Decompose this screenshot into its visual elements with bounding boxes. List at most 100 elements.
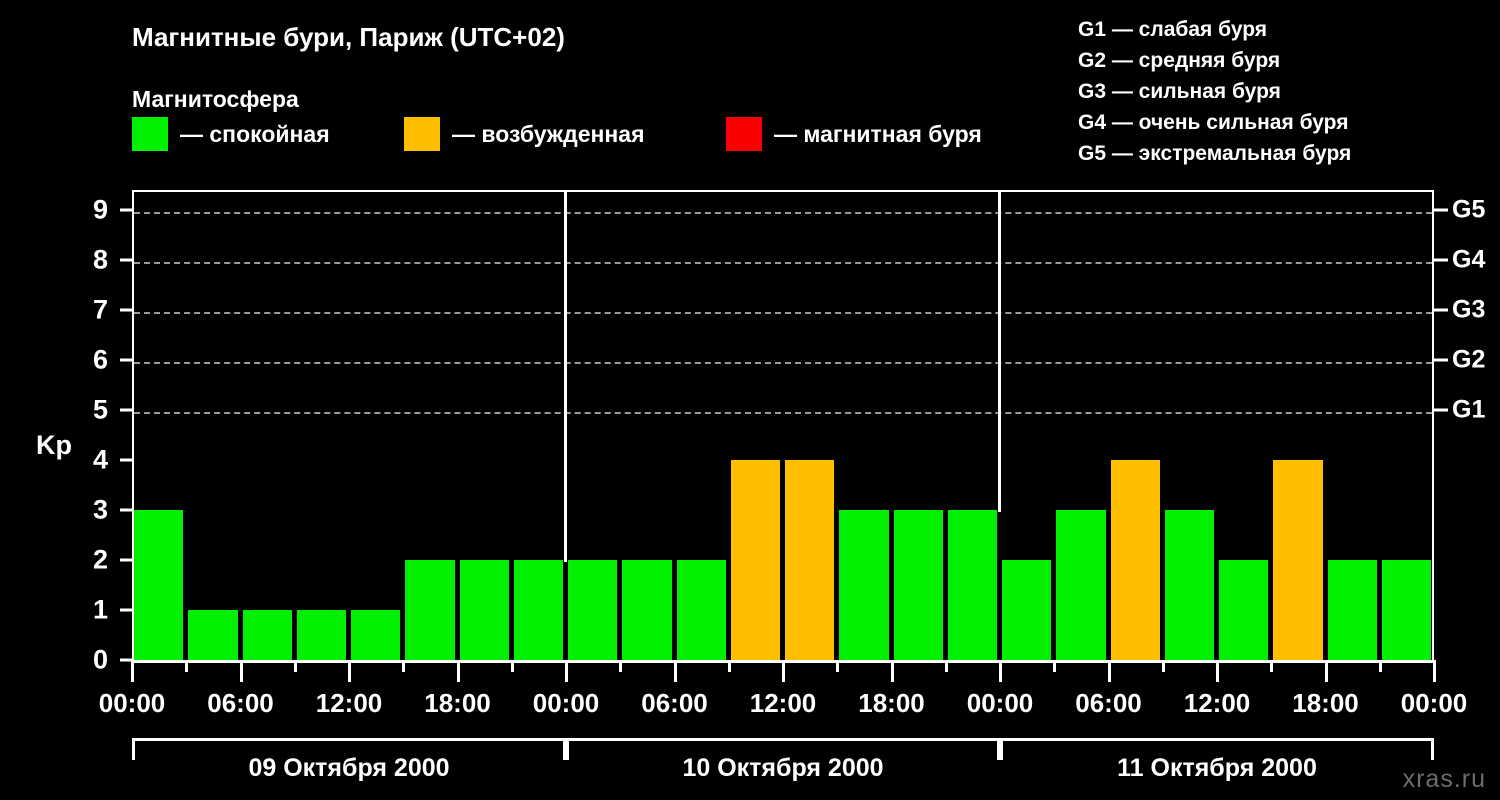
legend-swatch-active-icon: [404, 117, 440, 151]
day-bracket: [566, 738, 1000, 760]
bar: [134, 510, 184, 660]
x-tick-mark: [131, 660, 134, 682]
gscale-legend-row-4: G4 — очень сильная буря: [1078, 111, 1349, 134]
x-tick-mark: [782, 660, 785, 682]
x-tick-mark: [510, 660, 514, 672]
x-tick-mark: [239, 660, 243, 682]
day-divider: [564, 192, 567, 562]
x-tick-mark: [890, 660, 894, 682]
bar: [785, 460, 835, 660]
gridline-kp-7: [134, 312, 1432, 314]
bar: [1327, 560, 1377, 660]
day-label: 10 Октября 2000: [682, 754, 884, 782]
bar: [513, 560, 563, 660]
x-tick-label: 06:00: [641, 688, 708, 718]
gridline-kp-8: [134, 262, 1432, 264]
legend-label-quiet: — спокойная: [180, 120, 330, 147]
legend-swatch-quiet-icon: [132, 117, 168, 151]
gscale-legend-row-3: G3 — сильная буря: [1078, 80, 1281, 103]
x-tick-label: 18:00: [424, 688, 491, 718]
g-tick-label-G2: G2: [1452, 345, 1486, 374]
plot-area: [132, 190, 1434, 660]
y-tick-label-2: 2: [92, 544, 108, 575]
bar: [405, 560, 455, 660]
gscale-legend: G1 — слабая буря G2 — средняя буря G3 — си…: [1078, 14, 1351, 169]
bar: [1110, 460, 1160, 660]
x-tick-label: 18:00: [858, 688, 925, 718]
y-tick-mark-8: [120, 258, 132, 262]
bar: [893, 510, 943, 660]
gscale-legend-row-1: G1 — слабая буря: [1078, 18, 1268, 41]
x-tick-label: 06:00: [207, 688, 274, 718]
y-tick-mark-4: [120, 458, 132, 462]
bar: [947, 510, 997, 660]
bar: [1219, 560, 1269, 660]
y-tick-mark-5: [120, 408, 132, 412]
x-tick-label: 18:00: [1292, 688, 1359, 718]
bar: [188, 610, 238, 660]
x-tick-mark: [348, 660, 351, 682]
gridline-kp-9: [134, 212, 1432, 214]
legend-label-active: — возбужденная: [452, 120, 645, 147]
y-tick-mark-3: [120, 508, 132, 512]
bar: [459, 560, 509, 660]
y-tick-mark-7: [120, 308, 132, 312]
x-tick-mark: [619, 660, 623, 672]
bar: [839, 510, 889, 660]
bar: [730, 460, 780, 660]
x-tick-mark: [673, 660, 677, 682]
bar: [1002, 560, 1052, 660]
day-label: 09 Октября 2000: [248, 754, 450, 782]
day-bracket: [1000, 738, 1434, 760]
x-tick-label: 12:00: [749, 688, 817, 718]
g-tick-mark-G5: [1434, 208, 1448, 212]
watermark: xras.ru: [1402, 765, 1486, 793]
x-tick-mark: [1216, 660, 1219, 682]
bar: [1056, 510, 1106, 660]
y-tick-mark-6: [120, 358, 132, 362]
x-tick-label: 12:00: [1183, 688, 1251, 718]
y-tick-label-9: 9: [92, 194, 108, 225]
bar: [351, 610, 401, 660]
g-tick-label-G3: G3: [1452, 295, 1486, 324]
day-bracket: [132, 738, 566, 760]
x-tick-mark: [185, 660, 189, 672]
gscale-legend-row-2: G2 — средняя буря: [1078, 49, 1281, 72]
x-tick-mark: [999, 660, 1002, 682]
x-tick-mark: [402, 660, 406, 672]
x-tick-mark: [1107, 660, 1111, 682]
plot-inner: [134, 192, 1432, 660]
gridline-kp-6: [134, 362, 1432, 364]
x-tick-label: 12:00: [315, 688, 383, 718]
x-tick-mark: [727, 660, 731, 672]
day-divider: [998, 192, 1001, 512]
bar: [1164, 510, 1214, 660]
x-tick-mark: [1433, 660, 1436, 682]
g-tick-mark-G3: [1434, 308, 1448, 312]
gridline-kp-5: [134, 412, 1432, 414]
gscale-legend-row-5: G5 — экстремальная буря: [1078, 142, 1352, 165]
g-tick-mark-G1: [1434, 408, 1448, 412]
x-tick-mark: [1053, 660, 1057, 672]
y-tick-label-8: 8: [92, 244, 108, 275]
bar: [1273, 460, 1323, 660]
x-tick-label: 00:00: [532, 688, 600, 718]
x-tick-mark: [293, 660, 297, 672]
y-tick-label-0: 0: [92, 644, 108, 675]
g-tick-label-G4: G4: [1452, 245, 1486, 274]
x-tick-label: 00:00: [966, 688, 1034, 718]
legend-heading: Магнитосфера: [132, 86, 299, 112]
bar: [622, 560, 672, 660]
x-tick-mark: [944, 660, 948, 672]
bar: [676, 560, 726, 660]
y-tick-mark-1: [120, 608, 132, 612]
x-tick-label: 00:00: [1400, 688, 1468, 718]
x-tick-mark: [1324, 660, 1328, 682]
legend-label-storm: — магнитная буря: [774, 120, 982, 147]
legend-item-active: — возбужденная: [404, 117, 645, 151]
y-tick-label-1: 1: [92, 594, 108, 625]
x-tick-mark: [1270, 660, 1274, 672]
y-tick-mark-0: [120, 658, 132, 662]
bar: [296, 610, 346, 660]
y-tick-label-5: 5: [92, 394, 108, 425]
